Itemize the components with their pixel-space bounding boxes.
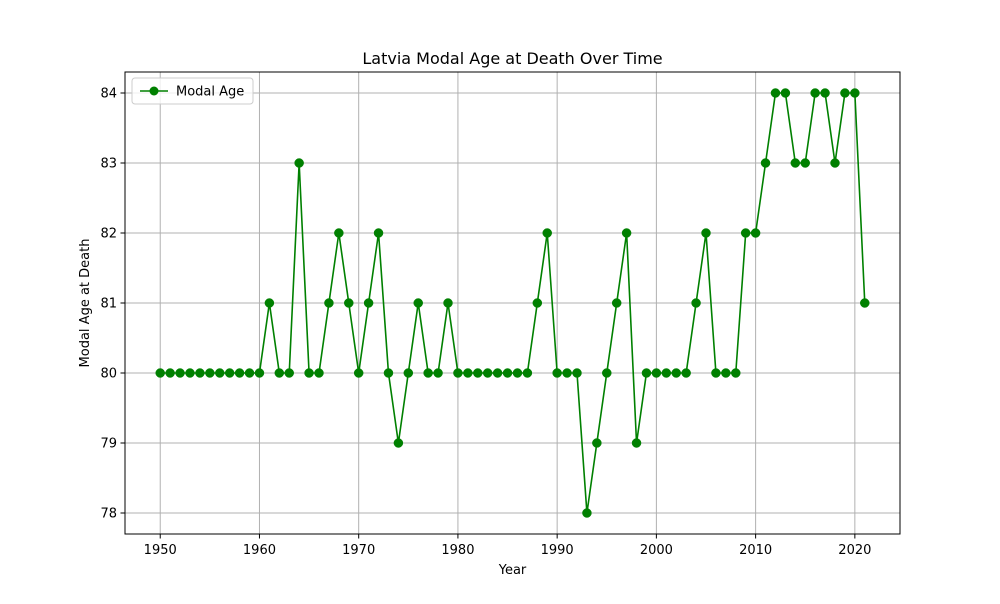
data-point [383, 368, 394, 378]
data-point [840, 88, 850, 98]
data-point [304, 368, 314, 378]
y-tick-label: 83 [100, 157, 117, 172]
axis-ticks: 1950 1960 1970 1980 1990 2000 2010 2020 78 79 80 81… [100, 87, 871, 559]
data-point [810, 88, 820, 98]
data-point [294, 158, 304, 168]
data-point [344, 298, 354, 308]
data-point [413, 298, 423, 308]
y-tick-label: 80 [100, 367, 117, 382]
data-point [661, 368, 672, 378]
data-point [512, 368, 523, 378]
data-point [284, 368, 294, 378]
y-tick-label: 78 [100, 507, 117, 522]
data-point [691, 298, 701, 308]
data-point [185, 368, 195, 378]
legend-marker-swatch [149, 86, 159, 96]
data-point [423, 368, 433, 378]
data-point [542, 228, 552, 238]
data-point [850, 88, 860, 98]
data-point [244, 368, 255, 378]
data-point [522, 368, 533, 378]
data-point [681, 368, 691, 378]
data-point [552, 368, 562, 378]
data-point [224, 368, 235, 378]
data-point [641, 368, 652, 378]
data-point [562, 368, 572, 378]
data-point [770, 88, 781, 98]
x-axis-label: Year [498, 563, 527, 578]
data-point [671, 368, 681, 378]
data-point [592, 438, 602, 448]
data-point [711, 368, 721, 378]
data-point [175, 368, 185, 378]
data-point [800, 158, 810, 168]
data-point [740, 228, 751, 238]
data-point [820, 88, 830, 98]
x-tick-label: 1950 [144, 543, 177, 558]
x-tick-label: 1970 [342, 543, 375, 558]
data-point [830, 158, 840, 168]
data-point [165, 368, 175, 378]
data-point [334, 228, 344, 238]
data-point [502, 368, 513, 378]
data-point [860, 298, 870, 308]
data-point [373, 228, 384, 238]
legend: Modal Age [131, 77, 254, 105]
y-axis-label: Modal Age at Death [78, 239, 93, 368]
data-point [433, 368, 443, 378]
data-point [363, 298, 374, 308]
data-point [314, 368, 324, 378]
x-tick-label: 1960 [243, 543, 276, 558]
y-tick-label: 84 [100, 87, 117, 102]
data-point [473, 368, 483, 378]
data-point [403, 368, 414, 378]
y-tick-label: 81 [100, 297, 117, 312]
data-point [463, 368, 473, 378]
data-point [760, 158, 771, 168]
legend-box [131, 77, 254, 105]
data-point [155, 368, 165, 378]
data-point [205, 368, 215, 378]
data-point [482, 368, 493, 378]
x-tick-label: 1990 [541, 543, 574, 558]
data-point [572, 368, 582, 378]
data-point [453, 368, 463, 378]
x-tick-label: 1980 [441, 543, 474, 558]
data-point [731, 368, 741, 378]
data-point [443, 298, 453, 308]
data-point [621, 228, 632, 238]
data-point [611, 298, 622, 308]
data-point [701, 228, 711, 238]
data-point [195, 368, 205, 378]
chart-title: Latvia Modal Age at Death Over Time [362, 49, 662, 68]
legend-label: Modal Age [176, 85, 244, 100]
data-point [532, 298, 543, 308]
data-point [750, 228, 761, 238]
data-point [631, 438, 642, 448]
data-point [602, 368, 612, 378]
data-point [721, 368, 731, 378]
data-point [254, 368, 265, 378]
data-point [393, 438, 404, 448]
data-point [234, 368, 245, 378]
data-point [215, 368, 225, 378]
data-point [582, 508, 592, 518]
y-tick-label: 82 [100, 227, 117, 242]
data-point [274, 368, 285, 378]
data-point [353, 368, 364, 378]
data-point [264, 298, 275, 308]
data-point [780, 88, 791, 98]
y-tick-label: 79 [100, 437, 117, 452]
data-point [324, 298, 334, 308]
data-point [790, 158, 801, 168]
data-point [651, 368, 662, 378]
series-layer [155, 88, 870, 518]
x-tick-label: 2010 [739, 543, 772, 558]
x-tick-label: 2020 [838, 543, 871, 558]
x-tick-label: 2000 [640, 543, 673, 558]
data-point [492, 368, 503, 378]
